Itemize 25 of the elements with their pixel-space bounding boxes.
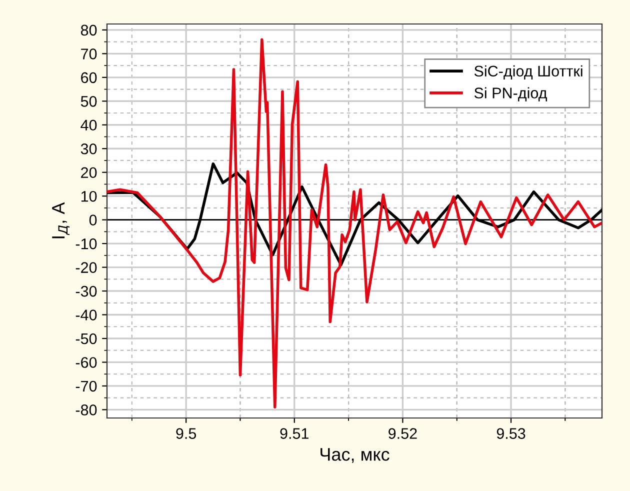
y-axis-title: I$_{Д}$, А (52, 202, 70, 238)
y-tick-label: 70 (81, 48, 97, 60)
y-tick-label: 60 (81, 72, 97, 84)
x-tick-label: 9.53 (496, 428, 526, 439)
y-tick-label: -50 (76, 333, 97, 344)
y-tick-label: -30 (76, 286, 97, 297)
y-tick-label: -10 (76, 238, 97, 250)
y-tick-label: 30 (80, 143, 97, 154)
y-tick-label: 80 (80, 24, 97, 36)
y-tick-label: 50 (80, 96, 97, 107)
y-tick-label: 20 (81, 167, 97, 178)
x-axis-title: Час, мкс (320, 448, 390, 463)
x-tick-label: 9.5 (176, 428, 196, 439)
y-tick-label: -40 (76, 310, 97, 320)
x-tick-label: 9.51 (280, 428, 309, 439)
legend-label: Si PN-діод (474, 87, 548, 102)
y-tick-label: 10 (81, 190, 97, 202)
legend-label: SiC-діод Шотткі (474, 65, 582, 80)
y-tick-label: 40 (80, 120, 97, 131)
y-tick-label: -60 (76, 357, 97, 368)
y-tick-label: -20 (76, 262, 97, 273)
y-tick-label: -70 (76, 380, 97, 392)
y-tick-label: 0 (89, 214, 97, 226)
x-tick-label: 9.52 (388, 428, 417, 439)
y-tick-label: -80 (76, 404, 97, 416)
